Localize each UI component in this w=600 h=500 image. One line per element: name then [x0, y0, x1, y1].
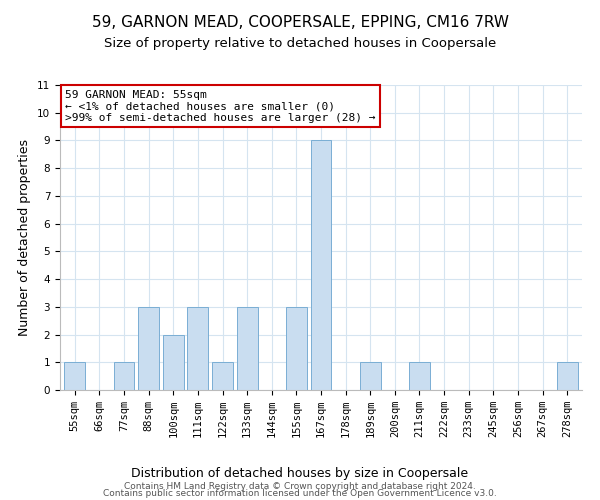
Bar [212, 362, 233, 390]
Bar [409, 362, 430, 390]
Bar [557, 362, 578, 390]
Text: Contains public sector information licensed under the Open Government Licence v3: Contains public sector information licen… [103, 490, 497, 498]
Y-axis label: Number of detached properties: Number of detached properties [19, 139, 31, 336]
Bar [187, 307, 208, 390]
Text: Size of property relative to detached houses in Coopersale: Size of property relative to detached ho… [104, 38, 496, 51]
Text: 59 GARNON MEAD: 55sqm
← <1% of detached houses are smaller (0)
>99% of semi-deta: 59 GARNON MEAD: 55sqm ← <1% of detached … [65, 90, 376, 123]
Bar [286, 307, 307, 390]
Text: 59, GARNON MEAD, COOPERSALE, EPPING, CM16 7RW: 59, GARNON MEAD, COOPERSALE, EPPING, CM1… [91, 15, 509, 30]
Bar [360, 362, 381, 390]
Bar [113, 362, 134, 390]
Bar [64, 362, 85, 390]
Bar [163, 334, 184, 390]
Bar [236, 307, 257, 390]
Text: Distribution of detached houses by size in Coopersale: Distribution of detached houses by size … [131, 467, 469, 480]
Bar [138, 307, 159, 390]
Text: Contains HM Land Registry data © Crown copyright and database right 2024.: Contains HM Land Registry data © Crown c… [124, 482, 476, 491]
Bar [311, 140, 331, 390]
